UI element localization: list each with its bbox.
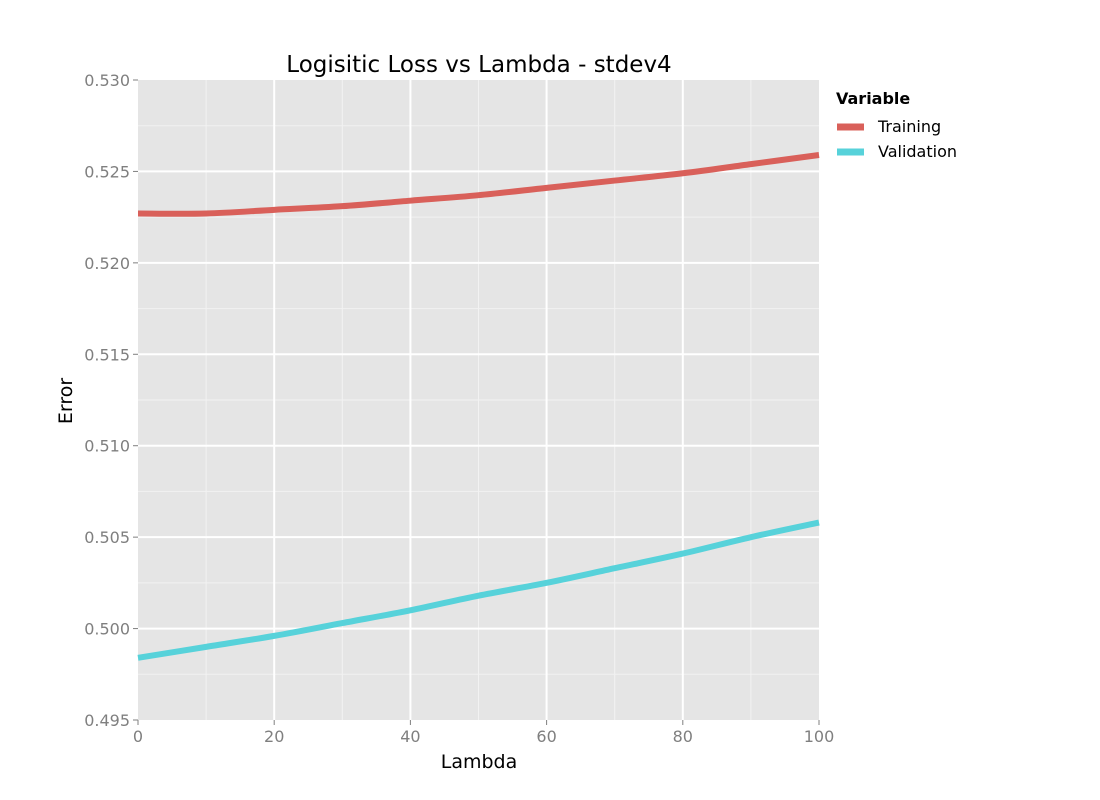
series-line-validation — [137, 519, 820, 661]
legend-title: Variable — [836, 89, 910, 108]
legend-label-validation: Validation — [878, 142, 957, 161]
legend-items: Training Validation — [837, 117, 957, 161]
x-tick-label: 100 — [804, 727, 835, 746]
legend: Variable Training Validation — [836, 89, 957, 161]
legend-label-training: Training — [877, 117, 941, 136]
y-tick-label: 0.525 — [84, 162, 130, 181]
minor-gridlines — [138, 80, 819, 720]
y-tick-label: 0.510 — [84, 437, 130, 456]
major-gridlines — [138, 80, 819, 720]
x-tick-label: 0 — [133, 727, 143, 746]
y-tick-label: 0.495 — [84, 711, 130, 730]
x-tick-label: 40 — [400, 727, 420, 746]
series-line-training — [137, 151, 820, 217]
y-tick-label: 0.500 — [84, 620, 130, 639]
x-axis-ticks: 0 20 40 60 80 100 — [133, 720, 834, 746]
y-axis-title: Error — [55, 378, 77, 425]
x-tick-label: 60 — [536, 727, 556, 746]
chart-title: Logisitic Loss vs Lambda - stdev4 — [286, 52, 671, 78]
y-tick-label: 0.505 — [84, 528, 130, 547]
x-tick-label: 80 — [673, 727, 693, 746]
x-axis-title: Lambda — [441, 751, 518, 773]
y-axis-ticks: 0.495 0.500 0.505 0.510 0.515 0.520 0.525 0.530 — [84, 71, 138, 730]
x-tick-label: 20 — [264, 727, 284, 746]
y-tick-label: 0.530 — [84, 71, 130, 90]
series-lines — [137, 151, 820, 661]
y-tick-label: 0.515 — [84, 345, 130, 364]
y-tick-label: 0.520 — [84, 254, 130, 273]
